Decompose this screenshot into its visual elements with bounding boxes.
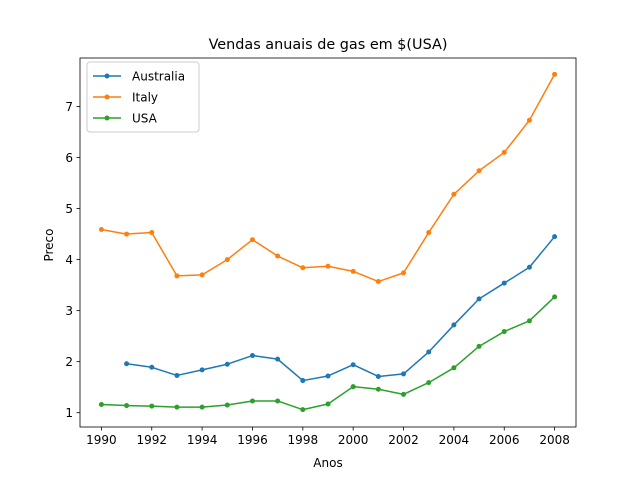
data-point-italy <box>199 272 205 278</box>
data-point-italy <box>325 263 331 269</box>
data-point-usa <box>300 407 306 413</box>
y-axis: 1 2 3 4 5 6 7 <box>65 100 80 420</box>
data-point-italy <box>401 270 407 276</box>
x-tick-label: 2006 <box>489 433 520 447</box>
data-point-australia <box>501 280 507 286</box>
data-point-italy <box>275 253 281 259</box>
data-point-usa <box>249 398 255 404</box>
plot-frame <box>79 57 577 428</box>
data-point-italy <box>501 149 507 155</box>
x-tick-label: 2004 <box>439 433 470 447</box>
x-tick-label: 1998 <box>288 433 319 447</box>
y-tick-label: 1 <box>65 406 73 420</box>
data-point-australia <box>174 372 180 378</box>
y-tick-label: 3 <box>65 304 73 318</box>
legend-item-usa: USA <box>93 112 158 126</box>
data-point-usa <box>501 329 507 335</box>
data-point-usa <box>199 404 205 410</box>
data-point-australia <box>224 361 230 367</box>
x-axis: 1990 1992 1994 1996 1998 2000 2002 2004 2006 2008 <box>86 427 570 447</box>
data-point-usa <box>476 343 482 349</box>
y-tick-label: 5 <box>65 202 73 216</box>
data-point-usa <box>451 365 457 371</box>
data-point-italy <box>426 230 432 236</box>
x-tick-label: 2000 <box>338 433 369 447</box>
x-axis-label: Anos <box>313 456 342 470</box>
legend-marker-italy <box>104 94 110 100</box>
data-point-australia <box>275 356 281 362</box>
data-point-australia <box>476 296 482 302</box>
data-point-australia <box>526 264 532 270</box>
axes-frame <box>79 57 577 428</box>
data-point-australia <box>249 353 255 359</box>
x-tick-label: 2002 <box>388 433 419 447</box>
data-point-usa <box>275 398 281 404</box>
x-tick-label: 1994 <box>187 433 218 447</box>
data-point-usa <box>149 403 155 409</box>
x-tick-label: 1992 <box>136 433 167 447</box>
x-tick-label: 1990 <box>86 433 117 447</box>
data-point-usa <box>124 403 130 409</box>
data-point-australia <box>451 322 457 328</box>
data-point-usa <box>350 384 356 390</box>
y-tick-label: 7 <box>65 100 73 114</box>
data-point-italy <box>350 268 356 274</box>
y-axis-label: Preco <box>42 228 56 261</box>
data-point-italy <box>552 71 558 77</box>
data-point-usa <box>98 402 104 408</box>
legend-label-australia: Australia <box>132 70 185 84</box>
data-point-usa <box>552 294 558 300</box>
data-point-italy <box>224 257 230 263</box>
data-point-italy <box>476 168 482 174</box>
data-point-usa <box>325 401 331 407</box>
legend-marker-australia <box>104 73 110 79</box>
legend-item-australia: Australia <box>93 70 185 84</box>
x-tick-label: 1996 <box>237 433 268 447</box>
data-point-australia <box>350 362 356 368</box>
data-point-italy <box>249 237 255 243</box>
chart-title: Vendas anuais de gas em $(USA) <box>209 37 448 53</box>
data-point-italy <box>98 226 104 232</box>
data-point-australia <box>375 373 381 379</box>
legend-box <box>86 61 200 133</box>
data-point-usa <box>174 404 180 410</box>
data-point-usa <box>375 386 381 392</box>
data-point-italy <box>124 231 130 237</box>
data-point-australia <box>325 373 331 379</box>
data-point-italy <box>174 273 180 279</box>
data-point-usa <box>224 402 230 408</box>
data-point-australia <box>426 349 432 355</box>
data-point-italy <box>451 191 457 197</box>
legend-label-usa: USA <box>132 112 158 126</box>
data-point-italy <box>149 230 155 236</box>
y-tick-label: 4 <box>65 253 73 267</box>
data-point-usa <box>426 380 432 386</box>
y-tick-label: 2 <box>65 355 73 369</box>
legend: Australia Italy USA <box>86 61 200 133</box>
data-point-australia <box>401 371 407 377</box>
legend-marker-usa <box>104 115 110 121</box>
data-point-australia <box>552 234 558 240</box>
data-point-italy <box>526 117 532 123</box>
legend-item-italy: Italy <box>93 91 158 105</box>
series-line-australia <box>125 235 556 382</box>
data-point-italy <box>375 279 381 285</box>
plot-area <box>98 71 558 413</box>
series-line-usa <box>100 295 556 411</box>
data-point-australia <box>199 367 205 373</box>
data-point-australia <box>300 378 306 384</box>
data-point-australia <box>149 364 155 370</box>
data-point-australia <box>124 361 130 367</box>
x-tick-label: 2008 <box>539 433 570 447</box>
y-tick-label: 6 <box>65 151 73 165</box>
data-point-usa <box>401 391 407 397</box>
data-point-italy <box>300 265 306 271</box>
legend-label-italy: Italy <box>132 91 158 105</box>
data-point-usa <box>526 318 532 324</box>
